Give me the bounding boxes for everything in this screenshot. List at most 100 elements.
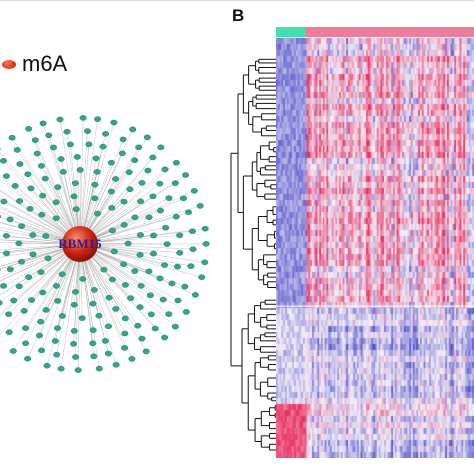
target-gene-node [160,262,168,268]
network-edge [0,243,81,315]
network-edge [13,243,81,352]
network-edge [60,243,81,369]
target-gene-node [39,192,47,199]
target-gene-node [0,283,8,289]
network-edge [35,140,81,245]
target-gene-node [108,205,116,211]
target-gene-node [136,304,144,310]
target-gene-node [112,361,120,368]
target-gene-node [110,248,118,255]
target-gene-node [22,325,30,331]
target-gene-node [202,241,210,247]
target-gene-node [162,224,170,231]
target-gene-node [10,297,18,304]
target-gene-node [187,263,195,269]
target-gene-node [128,356,136,362]
target-gene-node [79,276,87,282]
target-gene-node [156,180,164,187]
target-gene-node [121,330,129,337]
target-gene-node [39,289,47,296]
target-gene-node [6,266,14,273]
network-edge [0,226,81,245]
network-edge [0,243,81,258]
target-gene-node [173,263,181,270]
network-edge [8,243,81,333]
target-gene-node [53,351,61,358]
network-edge [28,128,81,245]
target-gene-node [121,282,129,288]
target-gene-node [94,116,102,122]
network-edge [17,149,81,245]
target-gene-node [92,155,100,162]
target-gene-node [5,329,13,336]
target-gene-node [147,311,155,318]
target-gene-node [33,150,41,157]
target-gene-node [145,214,153,221]
target-gene-node [52,199,60,205]
target-gene-node [129,126,137,133]
target-gene-node [76,167,84,173]
target-gene-node [36,332,44,339]
target-gene-node [101,338,109,344]
target-gene-node [134,322,142,329]
figure-top-border [0,0,474,1]
network-edge [75,243,81,358]
target-gene-node [79,115,87,121]
target-gene-node [25,126,33,132]
network-edge [41,243,81,351]
target-gene-node [89,340,97,347]
target-gene-node [100,266,108,273]
target-gene-node [28,297,36,303]
target-gene-node [13,147,21,153]
target-gene-node [58,271,66,278]
network-edge [59,119,81,245]
target-gene-node [70,301,78,308]
target-gene-node [15,240,23,247]
group-annotation-tumor [306,27,474,37]
target-gene-node [70,193,78,200]
target-gene-node [182,172,190,178]
network-edge [42,123,81,245]
target-gene-node [9,348,17,354]
network-edge [78,243,81,371]
network-edge [79,243,202,278]
target-gene-node [127,295,135,301]
target-gene-node [15,283,23,290]
network-edge [11,137,81,245]
target-gene-node [104,323,112,330]
target-gene-node [24,171,32,177]
target-gene-node [142,348,150,355]
target-gene-node [41,175,49,182]
network-edge [79,243,191,267]
target-gene-node [29,232,37,238]
network-edge [79,243,169,315]
panel-b-label: B [232,6,245,25]
network-edge [79,169,166,245]
target-gene-node [201,259,209,266]
target-gene-node [112,176,120,182]
target-gene-node [179,195,187,202]
target-gene-node [52,283,60,289]
network-edge [0,211,81,245]
target-gene-node [184,209,192,215]
network-legend: m6A [2,51,67,77]
network-edge [79,205,201,245]
target-gene-node [70,341,78,347]
target-gene-node [0,214,1,219]
target-gene-node [26,205,34,212]
target-gene-node [90,353,98,360]
target-gene-node [190,187,198,194]
target-gene-node [56,116,64,123]
target-gene-node [145,268,153,275]
target-gene-node [43,362,51,369]
target-gene-node [27,185,35,192]
target-gene-node [120,261,128,268]
target-gene-node [131,214,139,221]
target-gene-node [107,188,115,195]
network-edge [79,117,84,245]
network-edge [0,176,81,245]
network-edge [27,243,81,359]
target-gene-node [0,158,7,164]
target-gene-node [196,203,204,209]
